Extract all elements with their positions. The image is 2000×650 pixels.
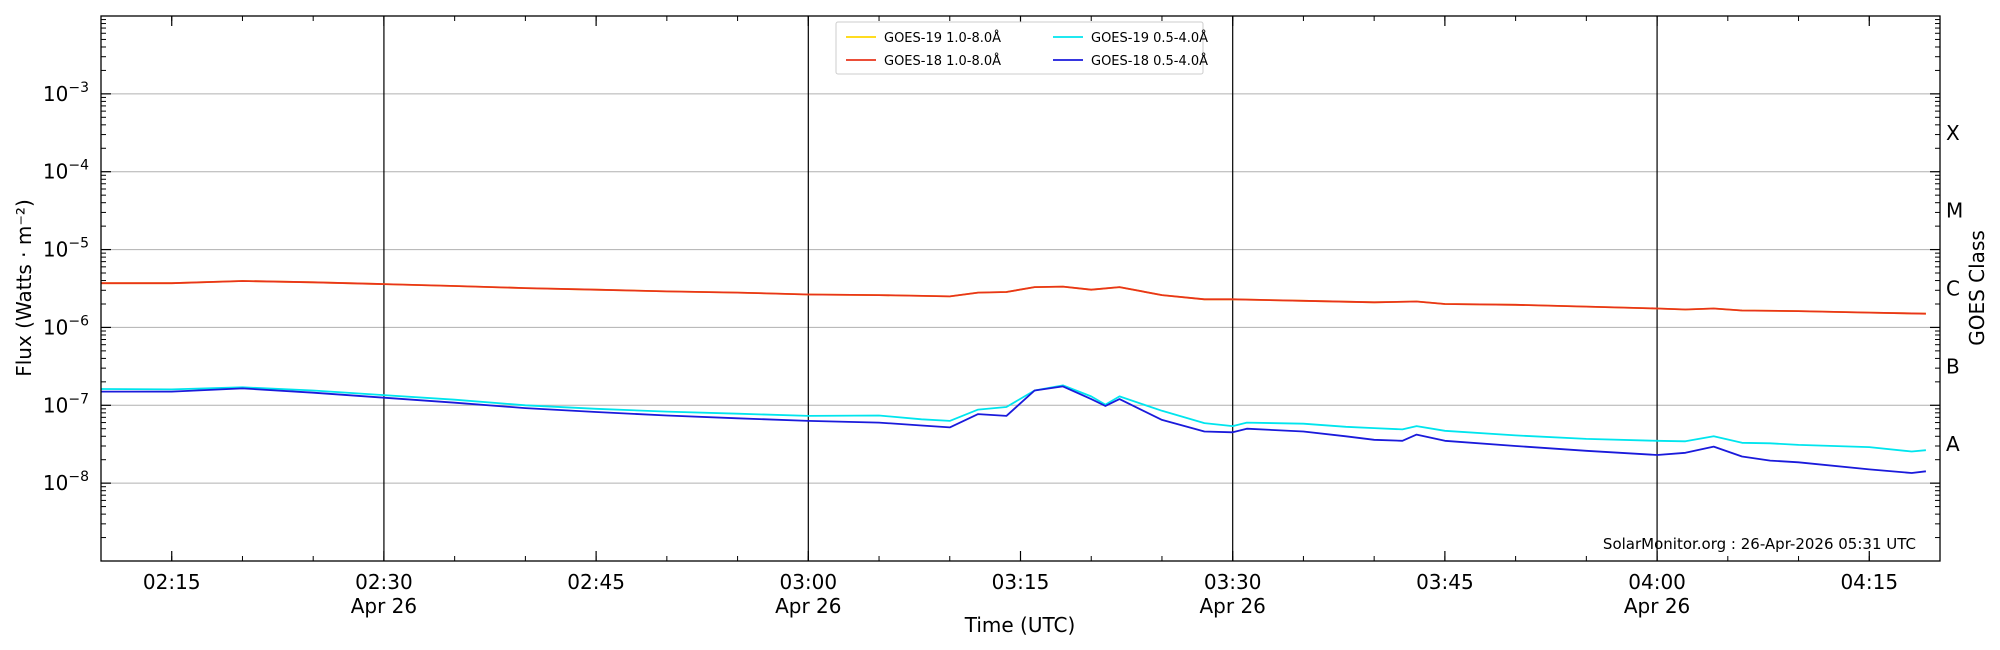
x-tick-label-0: 02:15 <box>143 570 201 594</box>
x-tick-label-7: 04:00 <box>1628 570 1686 594</box>
x-tick-label-5: 03:30 <box>1204 570 1262 594</box>
x-tick-label-8: 04:15 <box>1840 570 1898 594</box>
y-tick-label-2: 10−5 <box>43 236 89 262</box>
x-tick-date-3: Apr 26 <box>775 594 841 618</box>
legend-label-1: GOES-18 1.0-8.0Å <box>884 53 1001 69</box>
tick-layer <box>100 16 1941 561</box>
goes-class-label-A: A <box>1946 432 1960 456</box>
series-layer <box>100 280 1927 474</box>
x-tick-label-1: 02:30 <box>355 570 413 594</box>
grid-layer <box>101 93 1940 484</box>
series-line-1 <box>101 280 1926 315</box>
date-boundary-lines <box>383 16 1658 561</box>
legend-label-0: GOES-19 1.0-8.0Å <box>884 30 1001 46</box>
y-axis-title: Flux (Watts · m⁻²) <box>12 199 36 377</box>
y2-axis-title: GOES Class <box>1965 230 1989 346</box>
legend-label-3: GOES-18 0.5-4.0Å <box>1091 53 1208 69</box>
x-tick-date-7: Apr 26 <box>1624 594 1690 618</box>
legend: GOES-19 1.0-8.0Å GOES-18 1.0-8.0Å GOES-19 … <box>835 21 1208 75</box>
x-tick-label-2: 02:45 <box>567 570 625 594</box>
x-tick-label-4: 03:15 <box>992 570 1050 594</box>
goes-class-label-B: B <box>1946 354 1960 378</box>
x-axis-title: Time (UTC) <box>964 613 1076 637</box>
y-tick-label-4: 10−7 <box>43 391 89 417</box>
goes-class-label-C: C <box>1946 277 1960 301</box>
goes-class-label-X: X <box>1946 121 1960 145</box>
x-tick-label-3: 03:00 <box>779 570 837 594</box>
goes-class-label-M: M <box>1946 199 1963 223</box>
y-tick-label-5: 10−8 <box>43 469 89 495</box>
x-tick-date-1: Apr 26 <box>351 594 417 618</box>
series-line-2 <box>100 384 1926 453</box>
credit-text: SolarMonitor.org : 26-Apr-2026 05:31 UTC <box>1603 535 1916 553</box>
series-line-3 <box>101 385 1927 474</box>
legend-box <box>835 21 1204 75</box>
y-tick-label-1: 10−4 <box>43 158 89 184</box>
y-tick-label-3: 10−6 <box>43 313 89 339</box>
y-tick-label-0: 10−3 <box>43 80 89 106</box>
x-tick-date-5: Apr 26 <box>1199 594 1265 618</box>
x-tick-label-6: 03:45 <box>1416 570 1474 594</box>
legend-label-2: GOES-19 0.5-4.0Å <box>1091 30 1208 46</box>
